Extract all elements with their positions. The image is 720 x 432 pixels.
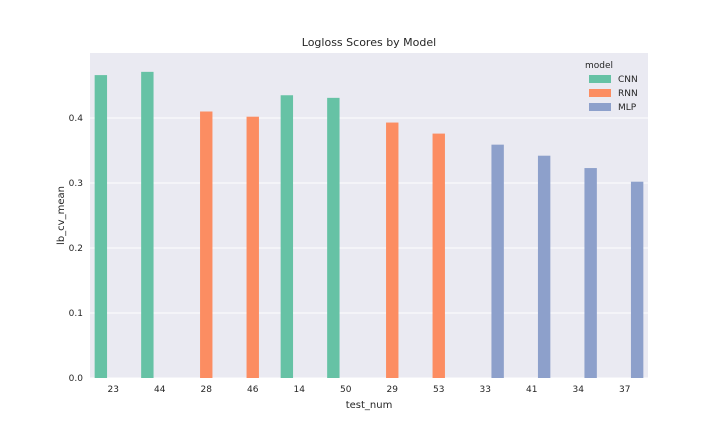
legend-label-mlp: MLP — [618, 103, 637, 113]
x-tick-label: 14 — [294, 385, 306, 395]
legend-swatch-rnn — [589, 89, 611, 97]
legend-swatch-mlp — [589, 103, 611, 111]
bar-cnn-50 — [327, 97, 340, 378]
bar-mlp-33 — [491, 144, 504, 378]
x-tick-label: 44 — [154, 385, 166, 395]
x-tick-label: 23 — [108, 385, 119, 395]
bar-rnn-46 — [246, 116, 259, 378]
bar-cnn-23 — [94, 75, 108, 378]
legend-label-rnn: RNN — [618, 89, 638, 99]
legend-label-cnn: CNN — [618, 75, 638, 85]
x-tick-label: 28 — [201, 385, 213, 395]
y-tick-labels: 0.0 0.1 0.2 0.3 0.4 — [69, 114, 84, 384]
y-tick-label: 0.4 — [69, 114, 84, 124]
chart-title: Logloss Scores by Model — [302, 36, 436, 49]
bars — [94, 71, 644, 378]
bar-rnn-29 — [386, 122, 399, 378]
y-tick-label: 0.0 — [69, 374, 84, 384]
bar-mlp-41 — [537, 155, 551, 378]
gridlines — [90, 117, 648, 379]
bar-mlp-34 — [584, 168, 597, 378]
bar-cnn-44 — [141, 71, 154, 378]
legend-swatch-cnn — [589, 75, 611, 83]
x-tick-label: 53 — [433, 385, 444, 395]
y-axis-label: lb_cv_mean — [56, 186, 67, 245]
x-tick-label: 46 — [247, 385, 259, 395]
plot-background — [90, 53, 648, 378]
y-tick-label: 0.1 — [69, 309, 83, 319]
legend: model CNN RNN MLP — [585, 61, 638, 113]
x-tick-label: 37 — [619, 385, 630, 395]
y-tick-label: 0.3 — [69, 179, 83, 189]
bar-rnn-28 — [200, 111, 213, 378]
legend-title: model — [585, 61, 613, 71]
bar-rnn-53 — [432, 133, 445, 378]
x-tick-label: 41 — [526, 385, 537, 395]
y-tick-label: 0.2 — [69, 244, 83, 254]
x-tick-label: 29 — [387, 385, 399, 395]
bar-cnn-14 — [280, 95, 294, 378]
x-tick-label: 34 — [573, 385, 585, 395]
x-tick-label: 50 — [340, 385, 352, 395]
bar-mlp-37 — [630, 181, 644, 378]
x-tick-label: 33 — [480, 385, 491, 395]
x-axis-label: test_num — [346, 400, 393, 411]
x-tick-labels: 23 44 28 46 14 50 29 53 33 41 34 37 — [108, 385, 631, 395]
